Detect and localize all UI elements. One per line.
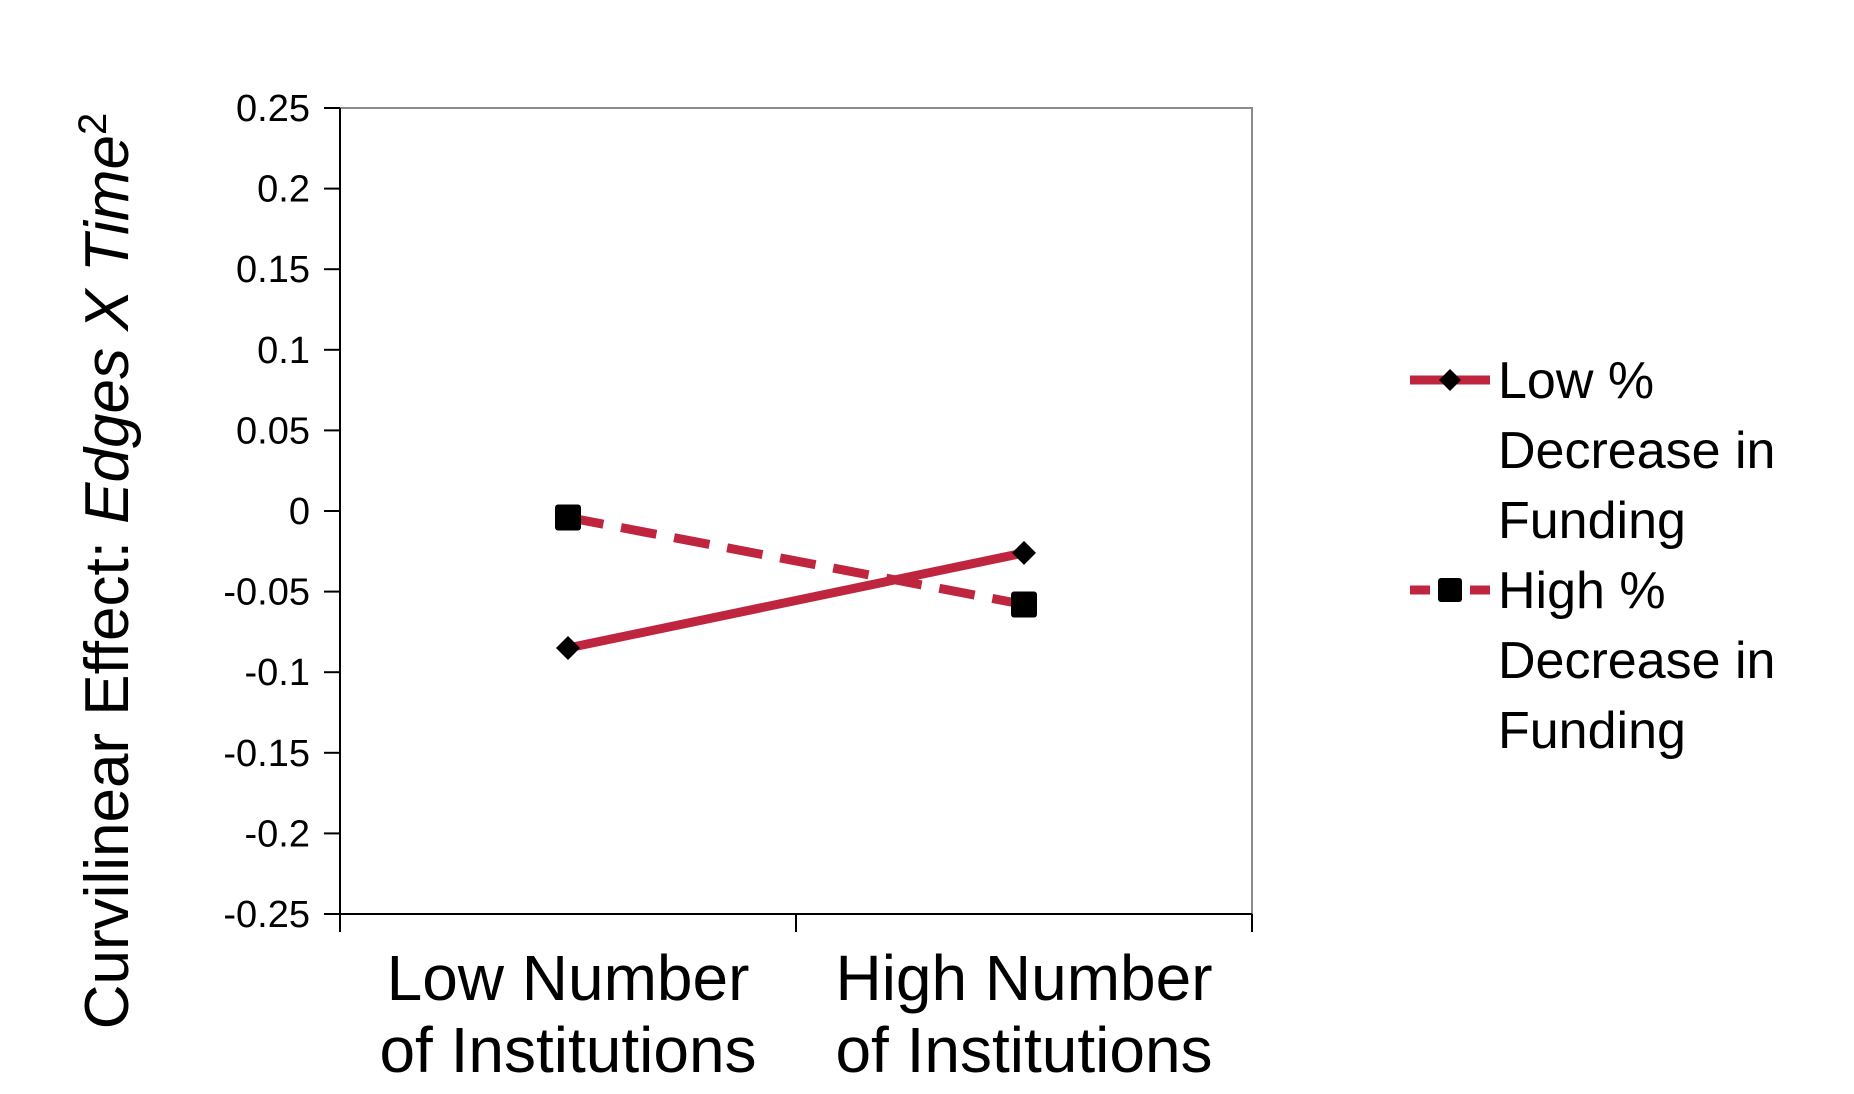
y-tick-label: -0.15 — [223, 733, 310, 775]
y-tick-label: -0.05 — [223, 572, 310, 614]
series-line — [567, 548, 1025, 653]
legend-label: High % Decrease in Funding — [1498, 562, 1775, 760]
x-category-label: Low Number of Institutions — [379, 942, 756, 1086]
plot-frame — [339, 107, 1253, 915]
y-tick-label: 0 — [289, 491, 310, 533]
plot-area — [339, 107, 1253, 915]
y-tick-label: 0.25 — [236, 88, 310, 130]
y-tick-label: -0.1 — [245, 652, 310, 694]
y-tick-label: -0.25 — [223, 894, 310, 936]
series-2 — [555, 504, 1037, 618]
series-line — [567, 513, 1025, 609]
y-axis: 0.25 0.2 0.15 0.1 0.05 0 -0.05 -0.1 -0.15 -0.2 -0.… — [223, 88, 341, 936]
legend-swatch-marker — [1438, 578, 1462, 602]
legend-item-1: Low % Decrease in Funding — [1410, 352, 1775, 550]
data-point — [1011, 591, 1037, 618]
x-axis: Low Number of Institutions High Number of I… — [339, 913, 1253, 1086]
series-1 — [556, 540, 1036, 661]
y-axis-label: Curvilinear Effect: Edges X Time2 — [71, 113, 142, 1029]
legend-item-2: High % Decrease in Funding — [1410, 562, 1775, 760]
y-tick-label: 0.2 — [257, 169, 310, 211]
data-point — [556, 636, 580, 661]
series-layer — [555, 504, 1037, 661]
y-tick-label: -0.2 — [245, 813, 310, 855]
legend-swatch-marker — [1439, 369, 1461, 391]
data-point — [1012, 540, 1036, 565]
legend-label: Low % Decrease in Funding — [1498, 352, 1775, 550]
data-point — [555, 504, 581, 531]
x-category-label: High Number of Institutions — [835, 942, 1212, 1086]
y-tick-label: 0.1 — [257, 330, 310, 372]
y-tick-label: 0.05 — [236, 410, 310, 452]
y-tick-label: 0.15 — [236, 249, 310, 291]
